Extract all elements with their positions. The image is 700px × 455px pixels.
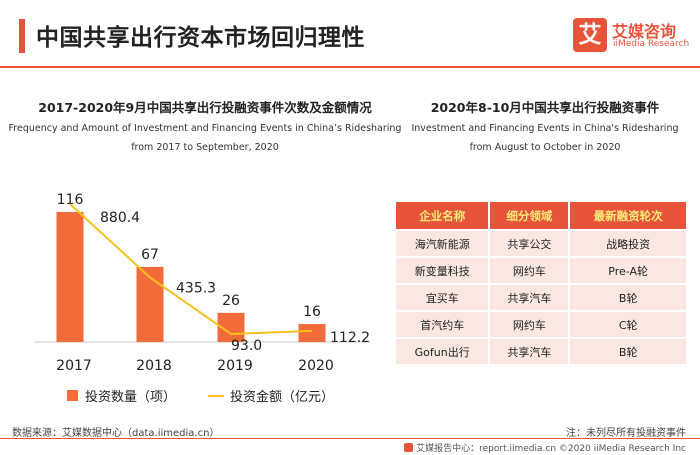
table-header-cell: 细分领域	[488, 202, 570, 230]
right-table-title-en: Investment and Financing Events in China…	[411, 123, 679, 134]
x-tick-label: 2020	[298, 358, 334, 374]
bar-2017	[56, 212, 84, 342]
table-cell: 海汽新能源	[396, 229, 490, 257]
table-cell: 共享汽车	[488, 337, 570, 364]
bar-value-label: 67	[141, 247, 159, 263]
table-cell: 网约车	[488, 256, 570, 284]
table-header-cell: 最新融资轮次	[568, 202, 686, 230]
line-value-label: 880.4	[100, 210, 140, 226]
table-cell: Gofun出行	[396, 337, 490, 364]
footer-divider	[0, 438, 700, 439]
bar-value-label: 116	[57, 192, 84, 208]
amount-line	[69, 203, 313, 336]
investment-chart: 116 2017 67 2018 26 2019 16 2020 880.4 435.3 93.0 1…	[35, 192, 370, 374]
table-cell: C轮	[568, 310, 686, 338]
line-value-label: 435.3	[176, 280, 216, 296]
legend-line-swatch	[208, 395, 224, 397]
legend-label-count: 投资数量（项）	[85, 390, 177, 405]
logo-mark: 艾	[573, 18, 607, 52]
legend-label-amount: 投资金额（亿元）	[230, 390, 335, 405]
table-cell: 共享公交	[488, 229, 570, 257]
table-header-cell: 企业名称	[396, 202, 490, 230]
logo-en-text: iiMedia Research	[613, 39, 690, 49]
table-row: 宜买车 共享汽车 B轮	[396, 283, 686, 311]
footer-credit: 艾媒报告中心：report.iimedia.cn ©2020 iiMedia R…	[404, 441, 686, 454]
title-accent-bar	[19, 19, 25, 53]
left-chart-subtitle-en: from 2017 to September, 2020	[131, 142, 279, 153]
table-cell: B轮	[568, 337, 686, 364]
table-cell: 战略投资	[568, 229, 686, 257]
table-row: Gofun出行 共享汽车 B轮	[396, 337, 686, 364]
footnote: 注：未列尽所有投融资事件	[566, 428, 686, 439]
page-title: 中国共享出行资本市场回归理性	[36, 25, 365, 51]
right-table-title-cn: 2020年8-10月中国共享出行投融资事件	[430, 100, 660, 115]
events-table: 企业名称 细分领域 最新融资轮次 海汽新能源 共享公交 战略投资 新变量科技 网…	[396, 202, 686, 364]
header-divider	[0, 66, 700, 68]
logo-cn-text: 艾媒咨询	[612, 22, 677, 41]
x-tick-label: 2017	[56, 358, 92, 374]
report-center-icon	[404, 443, 414, 452]
table-row: 新变量科技 网约车 Pre-A轮	[396, 256, 686, 284]
table-row: 首汽约车 网约车 C轮	[396, 310, 686, 338]
bar-value-label: 16	[303, 304, 321, 320]
line-value-label: 93.0	[231, 338, 262, 354]
table-cell: 宜买车	[396, 283, 490, 311]
table-cell: 共享汽车	[488, 283, 570, 311]
left-chart-title-cn: 2017-2020年9月中国共享出行投融资事件次数及金额情况	[38, 100, 372, 115]
table-cell: Pre-A轮	[568, 256, 686, 284]
table-cell: 新变量科技	[396, 256, 490, 284]
footer-credit-text: 艾媒报告中心：report.iimedia.cn ©2020 iiMedia R…	[416, 444, 686, 454]
bar-2018	[136, 266, 164, 342]
left-chart-title-en: Frequency and Amount of Investment and F…	[8, 123, 402, 134]
table-header-row: 企业名称 细分领域 最新融资轮次	[396, 202, 686, 230]
bar-value-label: 26	[222, 293, 240, 309]
brand-logo: 艾 艾媒咨询 iiMedia Research	[573, 18, 690, 54]
table-cell: 网约车	[488, 310, 570, 338]
bar-2020	[298, 324, 326, 342]
legend-bar-swatch	[67, 390, 78, 401]
data-source: 数据来源：艾媒数据中心（data.iimedia.cn）	[12, 428, 220, 439]
table-row: 海汽新能源 共享公交 战略投资	[396, 229, 686, 257]
table-cell: B轮	[568, 283, 686, 311]
right-table-subtitle-en: from August to October in 2020	[469, 142, 621, 153]
line-value-label: 112.2	[330, 330, 370, 346]
x-tick-label: 2018	[136, 358, 172, 374]
table-cell: 首汽约车	[396, 310, 490, 338]
x-tick-label: 2019	[217, 358, 253, 374]
